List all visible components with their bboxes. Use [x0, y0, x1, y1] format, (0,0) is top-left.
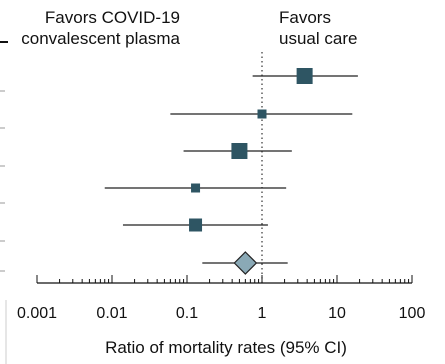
study-point-square	[189, 218, 203, 232]
x-axis: 0.001 0.01 0.1 1 10 100	[17, 275, 425, 322]
pooled-diamond	[233, 251, 258, 275]
x-tick-label: 100	[399, 305, 426, 322]
x-tick-label: 10	[328, 305, 346, 322]
study-point-square	[257, 109, 267, 119]
x-tick-label: 0.001	[17, 305, 57, 322]
favors-usual-line-1: Favors	[279, 8, 331, 27]
study-point-square	[191, 183, 201, 193]
favors-usual-line-2: usual care	[279, 29, 358, 48]
study-point-square	[296, 68, 313, 84]
left-edge-marks	[0, 41, 8, 364]
favors-plasma-line-1: Favors COVID-19	[44, 8, 180, 27]
favors-plasma-label: Favors COVID-19 convalescent plasma	[21, 7, 180, 49]
x-tick-label: 0.1	[176, 305, 198, 322]
favors-usual-care-label: Favors usual care	[279, 7, 357, 49]
x-tick-label: 1	[258, 305, 267, 322]
favors-plasma-line-2: convalescent plasma	[21, 29, 180, 48]
x-axis-title: Ratio of mortality rates (95% CI)	[105, 338, 347, 357]
pooled-estimate	[202, 251, 288, 275]
study-point-square	[231, 143, 248, 159]
study-rows	[104, 68, 358, 232]
x-tick-label: 0.01	[96, 305, 127, 322]
